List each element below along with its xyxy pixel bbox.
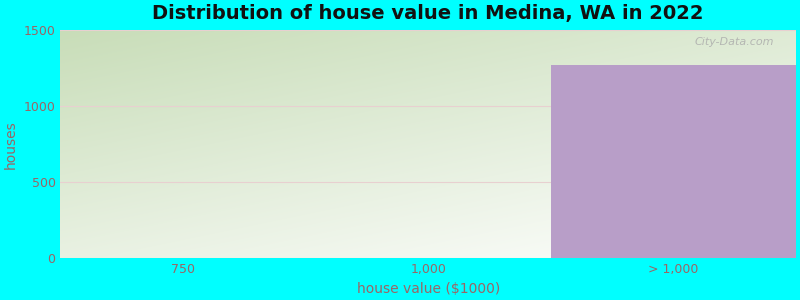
Title: Distribution of house value in Medina, WA in 2022: Distribution of house value in Medina, W…: [152, 4, 704, 23]
X-axis label: house value ($1000): house value ($1000): [357, 282, 500, 296]
Text: City-Data.com: City-Data.com: [694, 37, 774, 47]
Y-axis label: houses: houses: [4, 120, 18, 169]
Bar: [550, 65, 796, 258]
